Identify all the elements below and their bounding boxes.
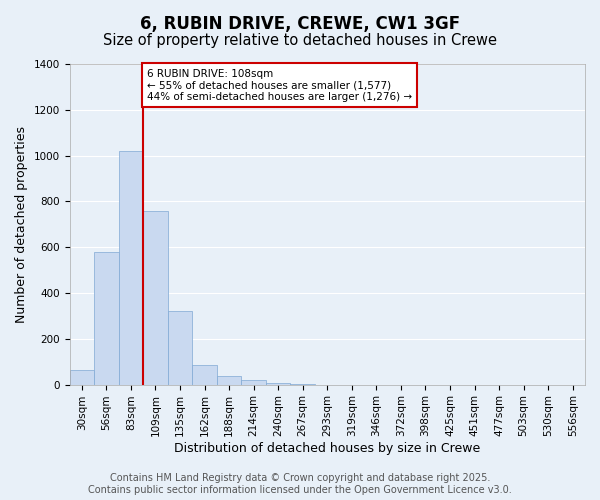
Bar bbox=[241, 380, 266, 384]
X-axis label: Distribution of detached houses by size in Crewe: Distribution of detached houses by size … bbox=[174, 442, 481, 455]
Bar bbox=[266, 383, 290, 384]
Y-axis label: Number of detached properties: Number of detached properties bbox=[15, 126, 28, 323]
Bar bbox=[217, 376, 241, 384]
Bar bbox=[192, 365, 217, 384]
Text: 6, RUBIN DRIVE, CREWE, CW1 3GF: 6, RUBIN DRIVE, CREWE, CW1 3GF bbox=[140, 15, 460, 33]
Bar bbox=[94, 252, 119, 384]
Text: Contains HM Land Registry data © Crown copyright and database right 2025.
Contai: Contains HM Land Registry data © Crown c… bbox=[88, 474, 512, 495]
Bar bbox=[143, 210, 168, 384]
Bar bbox=[168, 312, 192, 384]
Bar bbox=[70, 370, 94, 384]
Text: Size of property relative to detached houses in Crewe: Size of property relative to detached ho… bbox=[103, 32, 497, 48]
Bar bbox=[119, 151, 143, 384]
Text: 6 RUBIN DRIVE: 108sqm
← 55% of detached houses are smaller (1,577)
44% of semi-d: 6 RUBIN DRIVE: 108sqm ← 55% of detached … bbox=[147, 68, 412, 102]
